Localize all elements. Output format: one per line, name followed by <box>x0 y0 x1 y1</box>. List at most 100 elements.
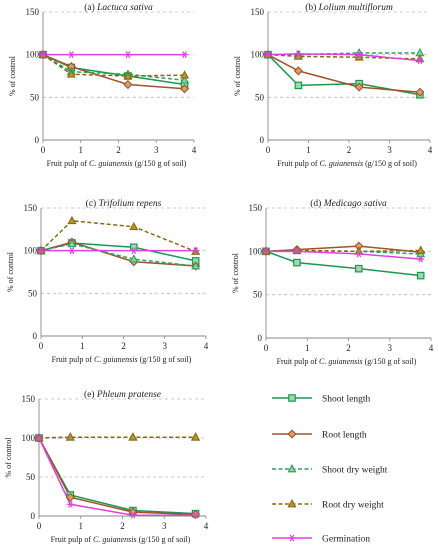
x-tick-label: 2 <box>121 341 126 351</box>
chart-title-prefix: (d) <box>310 198 323 209</box>
y-tick-label: 50 <box>30 92 40 102</box>
y-tick-label: 100 <box>249 246 263 256</box>
data-point-root-length <box>415 87 425 97</box>
data-point-germination <box>180 51 189 59</box>
data-point-root-length <box>354 82 364 92</box>
legend-item-root-length: Root length <box>272 429 367 441</box>
x-tick-label: 4 <box>204 341 209 351</box>
data-point-germination <box>67 51 75 59</box>
data-point-germination <box>66 500 74 508</box>
series-line-shoot-length <box>38 437 196 515</box>
y-tick-label: 50 <box>253 290 263 300</box>
x-tick-label: 4 <box>204 521 209 531</box>
y-tick-label: 0 <box>258 333 263 343</box>
x-axis-label-pre: Fruit pulp of <box>277 159 319 168</box>
data-point-germination <box>417 255 425 263</box>
x-axis-label-post: (g/150 g of soil) <box>133 159 187 168</box>
data-point-shoot-length <box>294 81 303 90</box>
y-axis-label: % of control <box>6 251 15 292</box>
data-point-root-dry-weight <box>128 432 138 441</box>
data-point-root-dry-weight <box>129 221 139 231</box>
legend-marker <box>287 429 297 439</box>
series-line-root-dry-weight <box>42 54 185 77</box>
chart-title-prefix: (a) <box>84 2 97 13</box>
x-axis-label-species: C. guianensis <box>320 159 364 168</box>
series-line-root-length <box>40 241 196 267</box>
y-tick-label: 150 <box>249 203 263 213</box>
x-axis-label-species: C. guianensis <box>89 159 133 168</box>
series-line-root-length <box>38 437 196 516</box>
y-axis-label: % of control <box>8 55 17 96</box>
x-axis-label-pre: Fruit pulp of <box>52 355 94 364</box>
series-line-germination <box>267 53 420 62</box>
series-line-shoot-length <box>265 250 421 277</box>
data-point-root-dry-weight <box>123 71 133 80</box>
data-point-root-dry-weight <box>65 432 75 441</box>
x-axis-label-species: C. guianensis <box>319 357 363 366</box>
data-point-root-dry-weight <box>66 69 76 78</box>
series-line-root-length <box>267 54 420 93</box>
data-point-shoot-dry-weight <box>180 75 190 84</box>
data-point-germination <box>264 51 272 59</box>
data-point-germination <box>37 247 45 255</box>
y-tick-label: 50 <box>255 92 265 102</box>
x-axis-label-pre: Fruit pulp of <box>277 357 319 366</box>
data-point-root-length <box>65 492 75 502</box>
chart-panel-1: 0 50 100 150 0 1 2 3 4 (b) Lolium multiflorum Frui… <box>233 2 433 168</box>
data-point-root-length <box>179 84 190 94</box>
x-tick-label: 1 <box>306 145 311 155</box>
y-tick-label: 50 <box>28 288 38 298</box>
series-line-root-dry-weight <box>38 436 196 439</box>
x-tick-label: 3 <box>154 145 159 155</box>
data-point-shoot-length <box>355 264 363 273</box>
series-line-root-length <box>42 53 185 90</box>
chart-panel-2: 0 50 100 150 0 1 2 3 4 (c) Trifolium repens Fruit … <box>6 198 209 364</box>
y-axis-label: % of control <box>233 55 242 96</box>
legend: Shoot length Root length Shoot dry weight R… <box>272 394 388 545</box>
x-tick-label: 1 <box>79 145 84 155</box>
legend-marker <box>288 394 296 402</box>
data-point-germination <box>35 434 43 442</box>
y-tick-label: 100 <box>251 50 265 60</box>
chart-panel-4: 0 50 100 150 0 1 2 3 4 (e) Phleum pratense Fruit p… <box>4 389 209 544</box>
x-tick-label: 1 <box>80 341 85 351</box>
y-axis-label: % of control <box>231 252 240 293</box>
data-point-germination <box>355 51 363 59</box>
legend-item-shoot-dry-weight: Shoot dry weight <box>272 464 388 476</box>
x-tick-label: 4 <box>192 145 197 155</box>
legend-label: Root dry weight <box>322 501 384 511</box>
data-point-root-dry-weight <box>180 70 190 79</box>
chart-title-prefix: (b) <box>305 2 318 13</box>
x-tick-label: 2 <box>116 145 121 155</box>
series-line-root-dry-weight <box>40 220 196 253</box>
x-tick-label: 0 <box>266 145 271 155</box>
legend-marker <box>288 534 296 542</box>
x-axis-label: Fruit pulp of C. guianensis (g/150 g of … <box>277 357 417 366</box>
data-point-shoot-length <box>416 271 425 280</box>
y-tick-label: 150 <box>251 7 265 17</box>
y-tick-label: 50 <box>26 472 36 482</box>
series-line-root-dry-weight <box>267 53 420 60</box>
data-point-germination <box>192 247 200 255</box>
y-tick-label: 100 <box>22 433 36 443</box>
chart-title: (a) Lactuca sativa <box>84 2 153 13</box>
y-tick-label: 0 <box>33 331 38 341</box>
x-tick-label: 0 <box>39 341 44 351</box>
data-point-germination <box>39 51 47 59</box>
x-axis-label-post: (g/150 g of soil) <box>363 159 417 168</box>
series-line-germination <box>266 250 421 260</box>
x-tick-label: 3 <box>162 521 167 531</box>
legend-label: Germination <box>322 535 370 545</box>
x-axis-label-pre: Fruit pulp of <box>51 535 93 544</box>
x-axis-label: Fruit pulp of C. guianensis (g/150 g of … <box>47 159 187 168</box>
chart-title-prefix: (e) <box>84 389 97 400</box>
y-tick-label: 150 <box>24 203 38 213</box>
data-point-germination <box>129 511 137 519</box>
data-point-germination <box>416 57 424 65</box>
legend-marker <box>287 464 297 473</box>
x-tick-label: 2 <box>346 343 351 353</box>
x-tick-label: 3 <box>163 341 168 351</box>
x-tick-label: 0 <box>41 145 46 155</box>
data-point-root-length <box>293 66 303 76</box>
chart-title: (b) Lolium multiflorum <box>305 2 393 13</box>
